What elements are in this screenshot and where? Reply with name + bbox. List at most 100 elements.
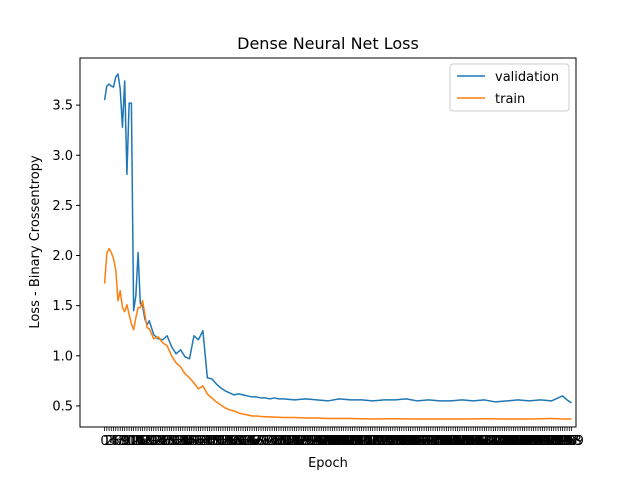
x-tick-label: 122 [365, 434, 390, 449]
x-tick-label: 89 [295, 434, 312, 449]
x-tick-label: 99 [317, 434, 334, 449]
x-tick-label: 113 [345, 434, 370, 449]
x-tick-label: 12 [123, 434, 140, 449]
x-tick-label: 148 [423, 434, 448, 449]
x-tick-label: 126 [374, 434, 399, 449]
x-tick-label: 74 [262, 434, 279, 449]
x-tick-label: 150 [427, 434, 452, 449]
x-tick-label: 91 [300, 434, 317, 449]
x-tick-label: 0 [100, 434, 108, 449]
x-tick-label: 138 [400, 434, 425, 449]
x-tick-label: 54 [217, 434, 234, 449]
x-tick-label: 7 [116, 434, 124, 449]
x-tick-label: 46 [199, 434, 216, 449]
x-tick-label: 131 [385, 434, 410, 449]
x-tick-label: 197 [532, 434, 557, 449]
x-tick-label: 160 [450, 434, 475, 449]
x-tick-label: 63 [237, 434, 254, 449]
x-tick-label: 32 [168, 434, 185, 449]
x-tick-label: 13 [125, 434, 142, 449]
y-tick-label: 2.5 [52, 199, 73, 214]
x-tick-label: 55 [219, 434, 236, 449]
x-tick-label: 35 [175, 434, 192, 449]
x-tick-label: 198 [535, 434, 560, 449]
x-tick-label: 93 [304, 434, 321, 449]
series-line-validation [103, 73, 572, 404]
x-tick-label: 107 [331, 434, 356, 449]
x-tick-label: 48 [204, 434, 221, 449]
x-tick-label: 94 [306, 434, 323, 449]
x-tick-label: 67 [246, 434, 263, 449]
x-tick-label: 52 [212, 434, 229, 449]
x-tick-label: 155 [438, 434, 463, 449]
x-tick-label: 45 [197, 434, 214, 449]
x-tick-label: 90 [297, 434, 314, 449]
x-tick-label: 183 [501, 434, 526, 449]
x-tick-label: 8 [118, 434, 126, 449]
x-tick-label: 51 [210, 434, 227, 449]
x-tick-label: 78 [271, 434, 288, 449]
x-tick-label: 92 [302, 434, 319, 449]
x-tick-label: 17 [134, 434, 151, 449]
x-tick-label: 31 [166, 434, 183, 449]
x-tick-label: 195 [528, 434, 553, 449]
plot-marks [103, 73, 572, 420]
x-tick-label: 163 [456, 434, 481, 449]
x-tick-label: 15 [130, 434, 147, 449]
x-tick-label: 125 [371, 434, 396, 449]
x-tick-label: 77 [268, 434, 285, 449]
x-tick-label: 134 [392, 434, 417, 449]
x-tick-label: 135 [394, 434, 419, 449]
x-tick-label: 203 [546, 434, 571, 449]
x-tick-label: 40 [186, 434, 203, 449]
x-axis-title: Epoch [308, 456, 348, 471]
x-tick-label: 3 [107, 434, 115, 449]
x-tick-label: 20 [141, 434, 158, 449]
x-tick-label: 5 [112, 434, 120, 449]
x-tick-label: 73 [259, 434, 276, 449]
x-tick-label: 182 [499, 434, 524, 449]
x-tick-label: 36 [177, 434, 194, 449]
x-tick-label: 142 [409, 434, 434, 449]
x-tick-label: 140 [405, 434, 430, 449]
x-tick-label: 108 [333, 434, 358, 449]
x-tick-label: 58 [226, 434, 243, 449]
x-tick-label: 96 [311, 434, 328, 449]
x-tick-label: 60 [230, 434, 247, 449]
x-tick-label: 72 [257, 434, 274, 449]
x-tick-label: 161 [452, 434, 477, 449]
x-tick-label: 49 [206, 434, 223, 449]
x-tick-label: 178 [490, 434, 515, 449]
x-tick-label: 65 [242, 434, 259, 449]
x-tick-label: 158 [445, 434, 470, 449]
x-tick-label: 39 [183, 434, 200, 449]
x-tick-label: 124 [369, 434, 394, 449]
x-tick-label: 116 [351, 434, 376, 449]
x-tick-label: 188 [512, 434, 537, 449]
x-tick-label: 205 [550, 434, 575, 449]
x-tick-label: 190 [517, 434, 542, 449]
x-tick-label: 175 [483, 434, 508, 449]
x-tick-label: 18 [137, 434, 154, 449]
x-tick-label: 14 [128, 434, 145, 449]
x-tick-label: 34 [172, 434, 189, 449]
x-tick-label: 115 [349, 434, 374, 449]
x-tick-label: 42 [190, 434, 207, 449]
x-tick-label: 24 [150, 434, 167, 449]
x-tick-label: 71 [255, 434, 272, 449]
x-tick-label: 79 [273, 434, 290, 449]
y-axis-ticks: 0.5 1.0 1.5 2.0 2.5 3.0 3.5 [52, 99, 80, 414]
x-tick-label: 133 [389, 434, 414, 449]
x-tick-label: 199 [537, 434, 562, 449]
x-tick-label: 193 [523, 434, 548, 449]
x-tick-label: 165 [461, 434, 486, 449]
x-tick-label: 177 [488, 434, 513, 449]
x-tick-label: 167 [465, 434, 490, 449]
x-tick-label: 28 [159, 434, 176, 449]
x-tick-label: 4 [109, 434, 117, 449]
x-tick-label: 56 [221, 434, 238, 449]
y-tick-label: 1.5 [52, 299, 73, 314]
x-tick-label: 157 [443, 434, 468, 449]
